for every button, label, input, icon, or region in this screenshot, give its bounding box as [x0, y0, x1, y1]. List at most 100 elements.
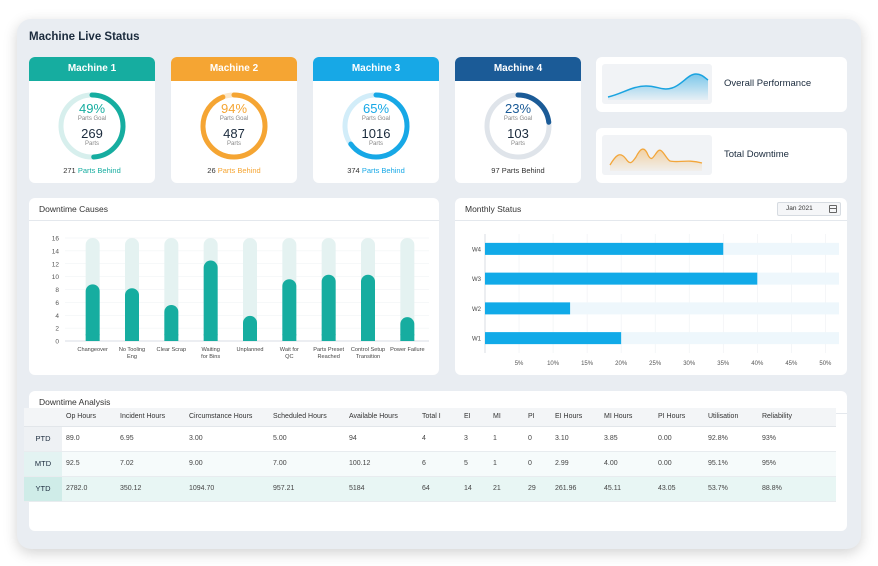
panel-title: Monthly Status [465, 204, 522, 214]
x-tick-label: 15% [581, 361, 594, 367]
calendar-icon[interactable] [829, 205, 837, 213]
x-tick-label: Parts Preset [313, 347, 344, 353]
total-downtime-card[interactable]: Total Downtime [596, 128, 847, 183]
y-tick-label: 8 [55, 287, 59, 294]
x-tick-label: Waiting [201, 347, 219, 353]
machine-card-header: Machine 4 [455, 57, 581, 81]
x-tick-label: 20% [615, 361, 628, 367]
parts-behind-count: 271 [63, 166, 76, 175]
x-tick-label: Unplanned [236, 347, 263, 353]
bar-track [243, 238, 257, 341]
x-tick-label: Transition [356, 354, 380, 360]
y-tick-label: 16 [52, 236, 60, 243]
y-tick-label: W4 [472, 247, 482, 253]
y-tick-label: W2 [472, 307, 482, 313]
ring-progress [484, 92, 552, 160]
table-row[interactable]: PTD 89.0 6.95 3.00 5.00 94 4 3 1 0 3.10 3.85 0.00 92.… [24, 426, 836, 452]
table-row[interactable]: YTD 2782.0 350.12 1094.70 957.21 5184 64 14 21 29… [24, 476, 836, 502]
table-cell: 957.21 [269, 476, 345, 502]
table-cell: 5.00 [269, 426, 345, 452]
bar [485, 242, 724, 255]
table-cell: 92.5 [62, 451, 116, 477]
table-cell: 0 [524, 451, 551, 477]
bar-base [400, 334, 415, 341]
table-cell: 1094.70 [185, 476, 269, 502]
parts-count: 1016 [361, 126, 391, 141]
bar [485, 272, 758, 285]
table-cell: 14 [460, 476, 489, 502]
ring-progress [58, 92, 126, 160]
x-tick-label: Wait for [280, 347, 299, 353]
y-tick-label: 10 [52, 274, 60, 281]
table-cell: 7.02 [116, 451, 185, 477]
divider [29, 220, 439, 221]
column-header: PI Hours [654, 408, 704, 427]
row-label: MTD [24, 451, 62, 477]
machine-card-2[interactable]: Machine 2 94% Parts Goal 487 Parts 26 Pa… [171, 57, 297, 183]
table-cell: 95.1% [704, 451, 758, 477]
goal-percent: 94% [220, 101, 248, 116]
table-cell: 29 [524, 476, 551, 502]
machine-card-header: Machine 3 [313, 57, 439, 81]
x-tick-label: Control Setup [351, 347, 385, 353]
panel-title: Downtime Analysis [39, 397, 111, 407]
column-header: Utilisation [704, 408, 758, 427]
table-cell: 45.11 [600, 476, 654, 502]
monthly-status-chart: 5% 10% 15% 20% 25% 30% 35% 40% 45% 50% W4 W3 W2 W1 [472, 234, 839, 367]
column-header: Available Hours [345, 408, 418, 427]
bar [485, 302, 571, 315]
total-downtime-label: Total Downtime [724, 149, 789, 160]
goal-percent: 23% [504, 101, 532, 116]
parts-behind-label: Parts Behind [501, 166, 545, 175]
table-row[interactable]: MTD 92.5 7.02 9.00 7.00 100.12 6 5 1 0 2.99 4.00 0.0… [24, 451, 836, 477]
machine-card-4[interactable]: Machine 4 23% Parts Goal 103 Parts 97 Pa… [455, 57, 581, 183]
bar [125, 288, 139, 341]
x-tick-label: Power Failure [390, 347, 425, 353]
x-tick-label: QC [285, 354, 293, 360]
sparkline-area [610, 149, 702, 171]
downtime-analysis-table: Op Hours Incident Hours Circumstance Hours… [24, 408, 836, 502]
table-cell: 1 [489, 426, 524, 452]
table-cell: 3.10 [551, 426, 600, 452]
month-picker[interactable]: Jan 2021 [777, 202, 841, 216]
downtime-sparkline [602, 135, 712, 175]
parts-behind: 271 Parts Behind [29, 166, 155, 175]
bar [85, 284, 100, 341]
table-cell: 88.8% [758, 476, 836, 502]
parts-behind-label: Parts Behind [217, 166, 261, 175]
table-cell: 43.05 [654, 476, 704, 502]
goal-label: Parts Goal [219, 116, 249, 122]
table-cell: 3 [460, 426, 489, 452]
goal-percent: 65% [362, 101, 390, 116]
table-cell: 89.0 [62, 426, 116, 452]
row-label: YTD [24, 476, 62, 502]
x-tick-label: 50% [819, 361, 832, 367]
overall-performance-card[interactable]: Overall Performance [596, 57, 847, 112]
machine-card-1[interactable]: Machine 1 49% Parts Goal 269 Parts 271 P… [29, 57, 155, 183]
bar [164, 304, 179, 341]
x-tick-label: 25% [649, 361, 662, 367]
performance-sparkline [602, 64, 712, 104]
table-cell: 7.00 [269, 451, 345, 477]
goal-percent: 49% [78, 101, 106, 116]
table-cell: 3.85 [600, 426, 654, 452]
table-cell: 5 [460, 451, 489, 477]
table-cell: 2.99 [551, 451, 600, 477]
parts-behind-count: 26 [207, 166, 216, 175]
bar-base [125, 334, 139, 341]
x-tick-label: 30% [683, 361, 696, 367]
bar-base [282, 334, 297, 341]
downtime-causes-panel: Downtime Causes 0 2 4 6 8 10 12 14 16 Changeover N… [29, 198, 439, 375]
bar-base [321, 334, 336, 341]
column-header: MI Hours [600, 408, 654, 427]
progress-ring [484, 92, 552, 160]
table-cell: 4.00 [600, 451, 654, 477]
table-cell: 64 [418, 476, 460, 502]
overall-performance-label: Overall Performance [724, 78, 812, 89]
y-tick-label: W1 [472, 337, 482, 343]
table-cell: 6 [418, 451, 460, 477]
x-tick-label: Eng [127, 354, 137, 360]
table-header-row: Op Hours Incident Hours Circumstance Hours… [24, 408, 836, 427]
machine-card-3[interactable]: Machine 3 65% Parts Goal 1016 Parts 374 … [313, 57, 439, 183]
machine-card-header: Machine 1 [29, 57, 155, 81]
